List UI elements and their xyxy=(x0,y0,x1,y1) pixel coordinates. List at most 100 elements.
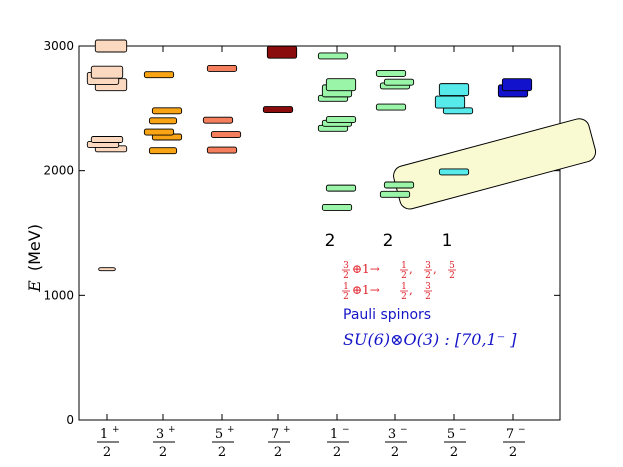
energy-level xyxy=(321,203,353,211)
energy-level xyxy=(438,168,470,176)
x-tick-parity: − xyxy=(518,425,526,435)
x-tick-parity: − xyxy=(459,425,467,435)
pauli-spinors-label: Pauli spinors xyxy=(343,307,431,323)
energy-level xyxy=(148,147,178,155)
energy-level xyxy=(210,131,242,138)
energy-level xyxy=(325,116,357,124)
x-tick-denominator: 2 xyxy=(450,445,458,460)
energy-level xyxy=(383,78,415,86)
x-axis-ticks: 1 +23 +25 +27 +21 −23 −25 −27 −2 xyxy=(97,46,526,460)
energy-level xyxy=(379,190,411,198)
energy-level xyxy=(325,78,357,92)
x-tick-parity: − xyxy=(342,425,350,435)
energy-level xyxy=(317,52,349,60)
y-axis-ticks: 0 1000 2000 3000 xyxy=(43,39,560,427)
separator-comma: , xyxy=(409,283,413,297)
y-tick-label: 0 xyxy=(66,413,74,427)
fraction-numerator: 3 xyxy=(425,282,431,292)
x-tick-denominator: 2 xyxy=(103,445,111,460)
x-tick-denominator: 2 xyxy=(159,445,167,460)
separator-comma: , xyxy=(409,262,413,276)
x-tick-denominator: 2 xyxy=(391,445,399,460)
plot-frame xyxy=(78,45,561,421)
x-tick-parity: − xyxy=(400,425,408,435)
fraction-denominator: 2 xyxy=(343,271,349,281)
x-tick-parity: + xyxy=(227,425,235,435)
x-tick-numerator: 7 xyxy=(271,427,279,442)
spin-coupling-annotation-1: 32 ⊕1→ 12, 32, 52 xyxy=(342,261,456,281)
multiplicity-labels: 2 2 1 xyxy=(325,231,453,251)
y-axis-unit: (MeV) xyxy=(25,224,44,271)
fraction-numerator: 1 xyxy=(401,282,407,292)
energy-level xyxy=(151,107,183,115)
energy-level xyxy=(438,83,470,97)
x-tick-parity: + xyxy=(168,425,176,435)
x-tick-label: 3 +2 xyxy=(153,425,176,460)
x-tick-label: 1 −2 xyxy=(327,425,350,460)
energy-level xyxy=(90,136,124,143)
energy-level xyxy=(98,267,116,272)
energy-level xyxy=(143,128,175,136)
svg-text:E (MeV): E (MeV) xyxy=(25,224,44,293)
x-tick-numerator: 5 xyxy=(447,427,455,442)
x-tick-numerator: 7 xyxy=(506,427,514,442)
coupling-operator: ⊕1→ xyxy=(352,262,380,276)
fraction-denominator: 2 xyxy=(343,292,349,302)
multiplicity-count: 2 xyxy=(325,231,336,251)
separator-comma: , xyxy=(433,262,437,276)
multiplicity-count: 1 xyxy=(442,231,453,251)
x-tick-denominator: 2 xyxy=(509,445,517,460)
x-tick-label: 5 −2 xyxy=(444,425,467,460)
energy-level xyxy=(206,64,238,72)
y-axis-symbol: E xyxy=(25,280,44,293)
fraction-numerator: 5 xyxy=(449,261,455,271)
energy-level xyxy=(262,106,294,114)
fraction-numerator: 1 xyxy=(343,282,349,292)
coupling-operator: ⊕1→ xyxy=(352,283,380,297)
energy-level xyxy=(501,78,533,92)
energy-level xyxy=(148,117,178,125)
su6-multiplet-label: SU(6)⊗O(3) : [70,1⁻ ] xyxy=(343,330,517,349)
x-tick-denominator: 2 xyxy=(218,445,226,460)
x-tick-denominator: 2 xyxy=(274,445,282,460)
x-tick-label: 1 +2 xyxy=(97,425,120,460)
y-tick-label: 1000 xyxy=(43,288,74,302)
x-tick-label: 7 +2 xyxy=(268,425,291,460)
fraction-denominator: 2 xyxy=(425,271,431,281)
x-tick-parity: + xyxy=(112,425,120,435)
energy-level xyxy=(375,103,407,111)
energy-level xyxy=(375,69,407,77)
x-tick-denominator: 2 xyxy=(333,445,341,460)
spin-coupling-annotation-2: 12 ⊕1→ 12, 32 xyxy=(342,282,432,302)
energy-level xyxy=(143,71,175,79)
fraction-denominator: 2 xyxy=(425,292,431,302)
x-tick-numerator: 3 xyxy=(388,427,396,442)
energy-level xyxy=(383,181,415,189)
energy-levels xyxy=(86,39,533,272)
x-tick-numerator: 1 xyxy=(100,427,108,442)
ground-state-band xyxy=(393,118,597,210)
multiplicity-count: 2 xyxy=(383,231,394,251)
x-tick-numerator: 5 xyxy=(215,427,223,442)
energy-level xyxy=(206,146,238,154)
energy-level xyxy=(202,116,234,124)
x-tick-label: 5 +2 xyxy=(212,425,235,460)
x-tick-numerator: 1 xyxy=(330,427,338,442)
energy-level xyxy=(434,95,466,109)
x-tick-label: 7 −2 xyxy=(503,425,526,460)
fraction-numerator: 3 xyxy=(343,261,349,271)
y-tick-label: 3000 xyxy=(43,39,74,53)
y-axis-label: E (MeV) xyxy=(25,224,44,293)
fraction-denominator: 2 xyxy=(449,271,455,281)
y-tick-label: 2000 xyxy=(43,164,74,178)
energy-level xyxy=(90,65,124,79)
energy-level xyxy=(442,107,474,115)
x-tick-numerator: 3 xyxy=(156,427,164,442)
fraction-denominator: 2 xyxy=(401,292,407,302)
x-tick-parity: + xyxy=(283,425,291,435)
fraction-denominator: 2 xyxy=(401,271,407,281)
energy-level xyxy=(94,39,128,53)
fraction-numerator: 1 xyxy=(401,261,407,271)
fraction-numerator: 3 xyxy=(425,261,431,271)
